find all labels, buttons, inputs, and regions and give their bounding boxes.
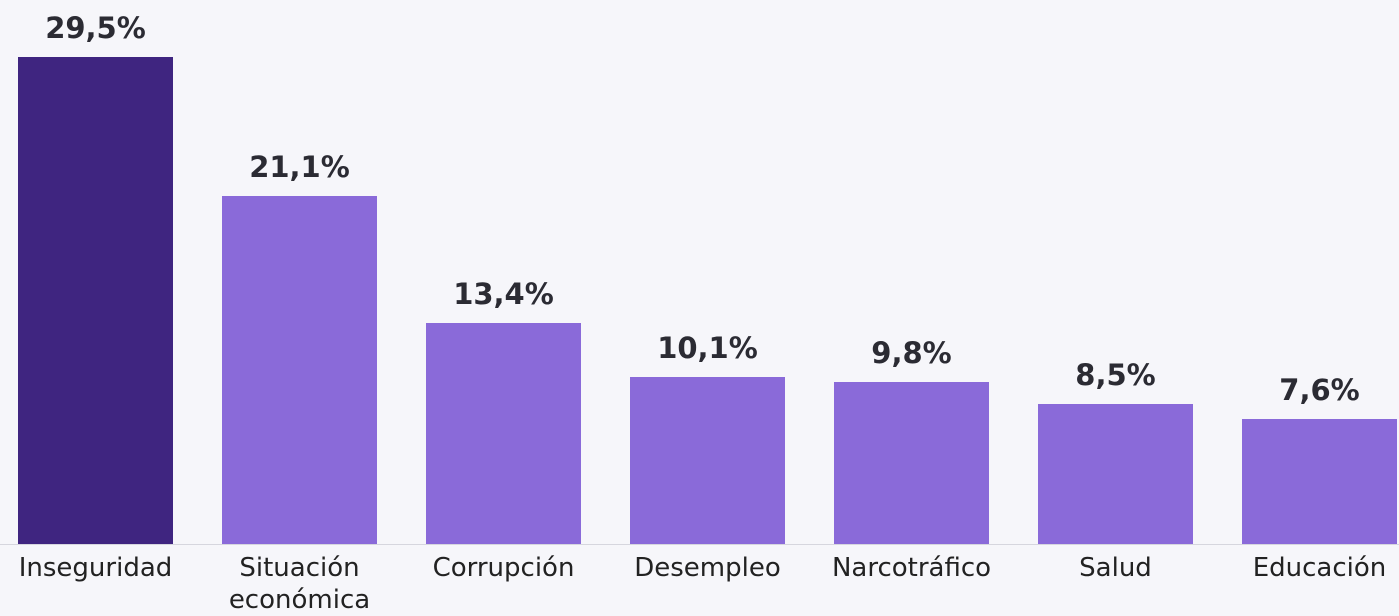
x-tick-label: Salud <box>1011 552 1221 584</box>
value-label: 10,1% <box>598 331 818 365</box>
baseline <box>0 544 1399 545</box>
x-tick-label: Educación <box>1215 552 1399 584</box>
bar <box>1038 404 1193 544</box>
value-label: 29,5% <box>0 11 206 45</box>
value-label: 13,4% <box>394 277 614 311</box>
x-tick-label: Desempleo <box>603 552 813 584</box>
value-label: 8,5% <box>1006 358 1226 392</box>
x-tick-label: Inseguridad <box>0 552 201 584</box>
value-label: 9,8% <box>802 336 1022 370</box>
bar <box>1242 419 1397 544</box>
bar <box>630 377 785 544</box>
bar <box>426 323 581 544</box>
bar <box>834 382 989 544</box>
x-tick-label: Narcotráfico <box>807 552 1017 584</box>
value-label: 7,6% <box>1210 373 1399 407</box>
bar <box>18 57 173 544</box>
value-label: 21,1% <box>190 150 410 184</box>
bar <box>222 196 377 544</box>
x-tick-label: Corrupción <box>399 552 609 584</box>
x-tick-label: Situación económica <box>195 552 405 616</box>
